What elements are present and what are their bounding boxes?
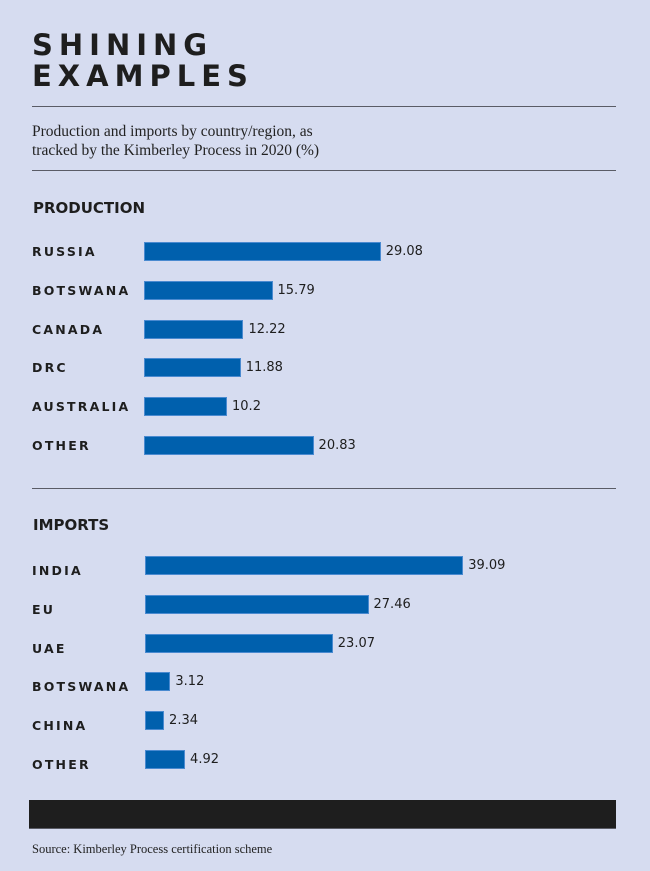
value-label: 10.2 <box>232 399 261 415</box>
bar-row: BOTSWANA 15.79 <box>0 280 650 301</box>
value-label: 27.46 <box>373 596 411 612</box>
bar-row: UAE 23.07 <box>0 633 650 656</box>
value-label: 39.09 <box>468 558 506 573</box>
title-line-1: SHINING <box>32 28 214 62</box>
category-label: AUSTRALIA <box>32 399 131 415</box>
bar <box>144 358 241 378</box>
category-label: OTHER <box>32 757 91 772</box>
divider <box>32 488 616 489</box>
category-label: CANADA <box>32 321 105 337</box>
title-line-2: EXAMPLES <box>32 59 254 93</box>
source-note: Source: Kimberley Process certification … <box>32 842 273 856</box>
bar <box>145 633 333 653</box>
divider <box>32 106 616 107</box>
bar <box>144 397 228 417</box>
production-section-title: PRODUCTION <box>33 199 146 217</box>
value-label: 12.22 <box>248 321 286 337</box>
value-label: 4.92 <box>190 752 219 767</box>
value-label: 20.83 <box>318 438 356 453</box>
bar <box>145 711 165 731</box>
value-label: 3.12 <box>175 674 205 690</box>
imports-section-title: IMPORTS <box>33 516 110 534</box>
bar <box>144 319 244 339</box>
value-label: 15.79 <box>277 282 315 298</box>
chart-subtitle: Production and imports by country/region… <box>32 122 452 160</box>
category-label: BOTSWANA <box>32 282 131 298</box>
category-label: BOTSWANA <box>32 679 131 695</box>
bar-row: CANADA 12.22 <box>0 319 650 340</box>
bar <box>145 594 369 614</box>
category-label: EU <box>32 601 56 617</box>
subtitle-line-1: Production and imports by country/region… <box>32 123 313 140</box>
divider <box>32 170 616 171</box>
category-label: DRC <box>32 360 68 376</box>
bar-row: CHINA 2.34 <box>0 711 650 734</box>
footer-bar <box>29 800 616 829</box>
bar-row: EU 27.46 <box>0 594 650 617</box>
value-label: 29.08 <box>385 244 423 259</box>
bar-row: AUSTRALIA 10.2 <box>0 397 650 417</box>
category-label: INDIA <box>32 563 83 578</box>
category-label: RUSSIA <box>32 244 97 259</box>
bar <box>145 750 186 769</box>
value-label: 11.88 <box>245 360 283 376</box>
bar-row: OTHER 20.83 <box>0 436 650 456</box>
bar <box>144 436 314 455</box>
bar <box>144 242 381 261</box>
bar-row: BOTSWANA 3.12 <box>0 672 650 695</box>
category-label: OTHER <box>32 438 91 453</box>
category-label: UAE <box>32 640 67 656</box>
bar-row: DRC 11.88 <box>0 358 650 378</box>
bar <box>145 672 171 692</box>
bar-row: INDIA 39.09 <box>0 556 650 578</box>
bar <box>145 556 464 575</box>
chart-title: SHINING EXAMPLES <box>32 30 254 92</box>
bar-row: OTHER 4.92 <box>0 750 650 772</box>
value-label: 23.07 <box>337 635 375 651</box>
subtitle-line-2: tracked by the Kimberley Process in 2020… <box>32 142 320 159</box>
category-label: CHINA <box>32 718 88 734</box>
bar-row: RUSSIA 29.08 <box>0 242 650 262</box>
bar <box>144 280 273 300</box>
value-label: 2.34 <box>169 713 198 729</box>
